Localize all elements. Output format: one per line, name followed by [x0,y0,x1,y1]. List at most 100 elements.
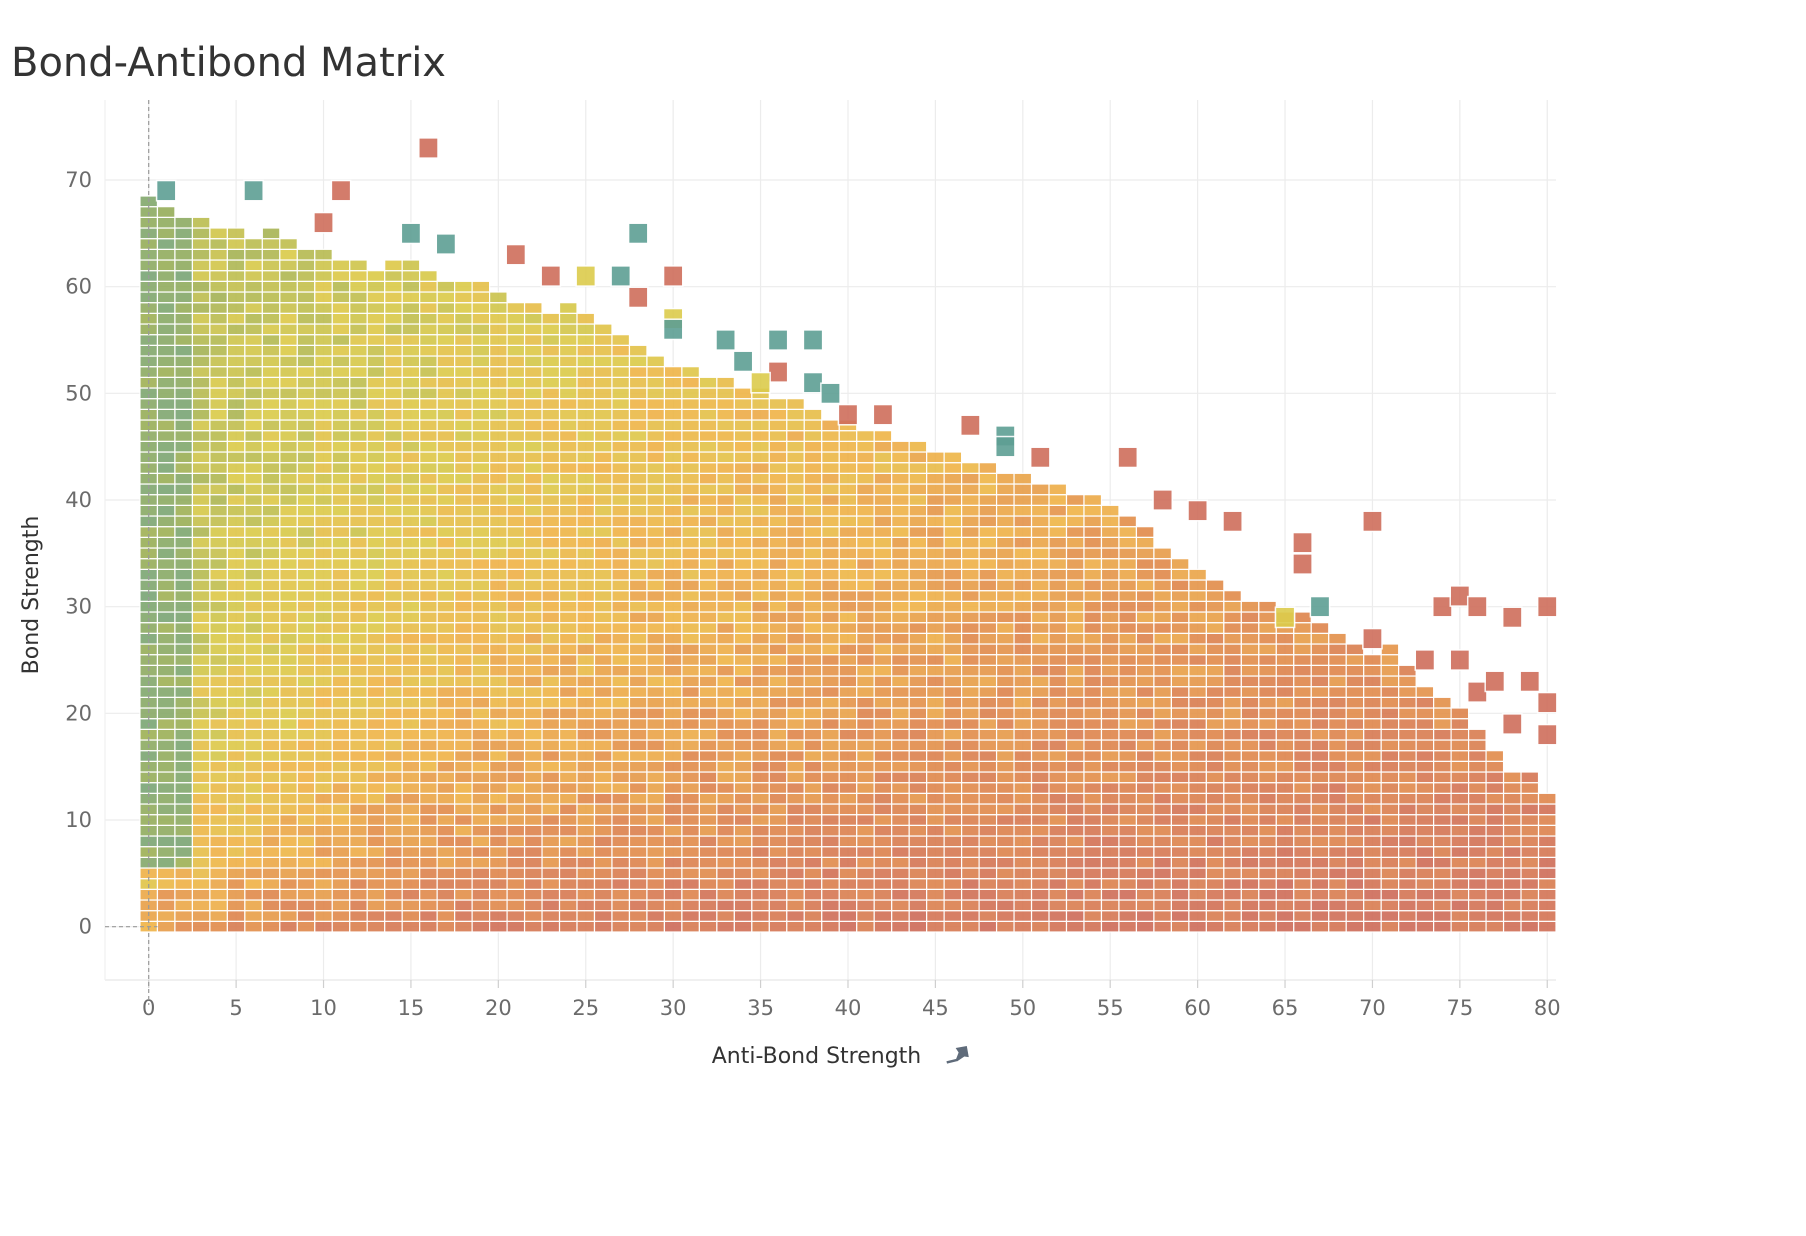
heatmap-cell [1345,760,1365,773]
heatmap-cell [576,803,596,816]
heatmap-cell [1258,771,1277,784]
heatmap-cell [698,558,718,570]
heatmap-cell [314,856,333,869]
heatmap-cell [961,472,980,485]
heatmap-cell [471,707,491,720]
heatmap-cell [156,664,176,677]
heatmap-cell [995,707,1015,720]
heatmap-cell [698,547,718,560]
heatmap-cell [751,632,770,645]
heatmap-cell [646,760,666,773]
heatmap-cell [995,750,1015,762]
heatmap-cell [366,622,386,634]
heatmap-cell [593,739,613,752]
heatmap-cell [558,920,578,933]
heatmap-cell [523,803,543,816]
heatmap-cell [436,600,456,613]
heatmap-cell [156,270,176,282]
heatmap-cell [576,472,596,485]
heatmap-cell [489,334,508,346]
heatmap-cell [401,760,421,773]
heatmap-cell [1537,867,1557,880]
heatmap-cell [716,835,735,848]
heatmap-cell [663,547,683,560]
heatmap-cell [541,312,561,325]
heatmap-cell [331,803,351,816]
heatmap-cell [506,611,526,624]
heatmap-cell [628,792,648,805]
heatmap-cell [261,312,281,325]
heatmap-cell [1135,814,1155,826]
pin-icon[interactable] [946,1041,973,1071]
heatmap-cell [314,280,333,293]
heatmap-cell [436,376,456,389]
heatmap-cell [489,782,508,794]
heatmap-cell [611,686,631,698]
heatmap-cell [1310,675,1330,688]
heatmap-cell [314,270,333,282]
heatmap-cell [401,792,421,805]
heatmap-cell [716,579,735,592]
heatmap-cell [174,707,194,720]
heatmap-cell [244,878,263,890]
heatmap-cell [419,739,438,752]
heatmap-cell [821,782,840,794]
heatmap-cell [611,387,631,400]
heatmap-cell [611,568,631,581]
heatmap-cell [698,888,718,901]
heatmap-cell [943,910,963,922]
heatmap-cell [1153,590,1172,602]
heatmap-cell [174,675,194,688]
heatmap-cell [366,878,386,890]
heatmap-cell [838,728,858,741]
heatmap-cell [838,760,858,773]
heatmap-cell [1048,707,1068,720]
heatmap-cell [1433,920,1452,933]
heatmap-cell [471,803,491,816]
heatmap-cell [1450,888,1470,901]
heatmap-cell [698,408,718,421]
heatmap-cell [401,398,421,410]
heatmap-cell [174,515,194,528]
heatmap-cell [1328,675,1347,688]
heatmap-cell [1013,643,1033,656]
heatmap-cell [786,547,805,560]
heatmap-cell [961,792,980,805]
heatmap-cell [489,408,508,421]
heatmap-cell [698,899,718,912]
heatmap-cell [244,472,263,485]
heatmap-cell [1415,899,1435,912]
heatmap-cell [1065,782,1085,794]
heatmap-cell [961,536,980,549]
heatmap-cell [314,814,333,826]
heatmap-cell [1170,878,1190,890]
heatmap-cell [156,878,176,890]
heatmap-cell [908,888,928,901]
heatmap-cell [174,750,194,762]
heatmap-cell [663,387,683,400]
heatmap-cell [436,696,456,709]
heatmap-cell [593,675,613,688]
heatmap-cell [174,568,194,581]
heatmap-cell [454,707,473,720]
heatmap-cell [209,643,228,656]
heatmap-cell [401,867,421,880]
heatmap-cell [523,867,543,880]
heatmap-cell [226,707,246,720]
heatmap-cell [226,323,246,336]
heatmap-cell [1345,920,1365,933]
heatmap-cell [1433,792,1452,805]
heatmap-cell [558,888,578,901]
heatmap-cell [436,782,456,794]
heatmap-cell [733,856,753,869]
heatmap-cell [384,846,403,858]
heatmap-cell [1013,803,1033,816]
heatmap-cell [1258,920,1277,933]
heatmap-cell [523,792,543,805]
heatmap-cell [191,718,211,730]
heatmap-cell [471,771,491,784]
heatmap-cell [384,291,403,304]
heatmap-cell [943,472,963,485]
heatmap-cell [191,568,211,581]
heatmap-cell [1275,824,1295,837]
